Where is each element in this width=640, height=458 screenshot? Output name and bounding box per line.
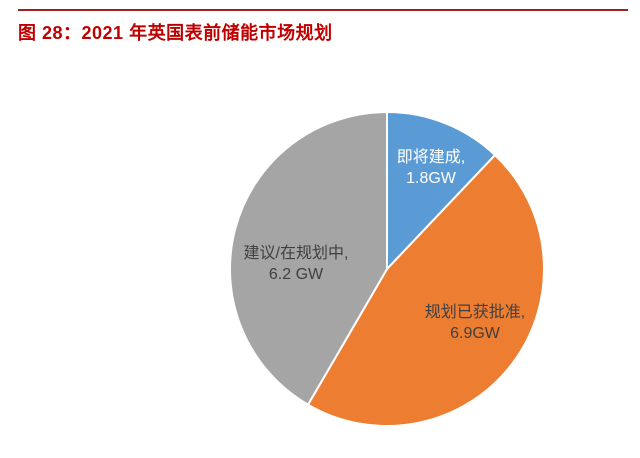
figure-title: 图 28：2021 年英国表前储能市场规划: [18, 23, 333, 43]
pie-slice-3: [228, 110, 388, 407]
pie-slice-1: [386, 110, 497, 272]
pie-slice-2: [306, 153, 545, 427]
title-rule: [18, 9, 628, 11]
